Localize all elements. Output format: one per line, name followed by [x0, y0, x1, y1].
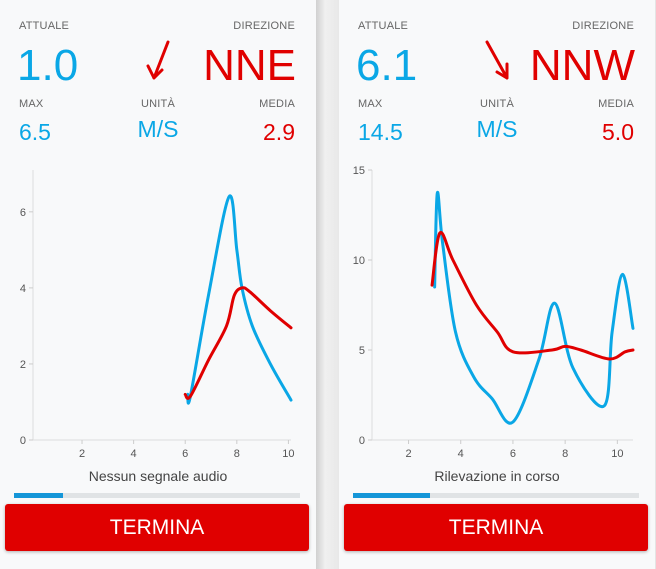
termina-button[interactable]: TERMINA — [5, 504, 309, 551]
direction-value: NNE — [203, 41, 296, 90]
average-label: MEDIA — [598, 98, 634, 110]
progress-bar — [14, 493, 300, 498]
wind-speed-chart: 2 4 6 8 10 0 5 10 15 — [353, 165, 635, 460]
y-tick-label: 0 — [359, 435, 365, 447]
x-tick-label: 2 — [79, 448, 85, 460]
unit-label: UNITÀ — [480, 98, 514, 110]
x-tick-label: 6 — [182, 448, 188, 460]
x-tick-label: 6 — [510, 448, 516, 460]
max-speed: 14.5 — [358, 119, 403, 145]
average-label: MEDIA — [259, 98, 295, 110]
direction-value: NNW — [529, 41, 635, 90]
direction-label: DIREZIONE — [233, 20, 295, 32]
x-tick-label: 8 — [562, 448, 568, 460]
x-tick-label: 10 — [611, 448, 623, 460]
arrow-shape — [485, 40, 509, 80]
average-series-line — [430, 230, 635, 361]
speed-series-line — [186, 194, 293, 405]
average-speed: 5.0 — [602, 119, 634, 145]
progress-bar — [353, 493, 639, 498]
max-label: MAX — [19, 98, 44, 110]
current-speed: 6.1 — [356, 41, 418, 90]
wind-speed-chart: 2 4 6 8 10 0 2 4 6 — [20, 170, 295, 460]
status-text: Rilevazione in corso — [434, 468, 560, 484]
wind-panel-right: ATTUALE DIREZIONE 6.1 NNW MAX UNITÀ MEDI… — [339, 0, 655, 569]
current-label: ATTUALE — [19, 20, 70, 32]
max-label: MAX — [358, 98, 383, 110]
unit-value: M/S — [137, 116, 179, 142]
x-tick-label: 4 — [458, 448, 464, 460]
unit-value: M/S — [476, 116, 518, 142]
termina-button[interactable]: TERMINA — [344, 504, 648, 551]
wind-panel-left: ATTUALE DIREZIONE 1.0 NNE MAX UNITÀ MEDI… — [0, 0, 316, 569]
direction-arrow-icon — [485, 40, 509, 80]
progress-fill — [14, 493, 63, 498]
status-text: Nessun segnale audio — [88, 468, 228, 484]
y-tick-label: 15 — [353, 165, 365, 177]
unit-label: UNITÀ — [141, 98, 175, 110]
current-speed: 1.0 — [17, 41, 79, 90]
y-tick-label: 2 — [20, 359, 26, 371]
direction-label: DIREZIONE — [572, 20, 634, 32]
y-tick-label: 5 — [359, 345, 365, 357]
x-tick-label: 8 — [234, 448, 240, 460]
average-series-line — [183, 286, 293, 400]
panel-divider — [316, 0, 339, 569]
max-speed: 6.5 — [19, 119, 51, 145]
y-tick-label: 10 — [353, 255, 365, 267]
current-label: ATTUALE — [358, 20, 409, 32]
y-tick-label: 4 — [20, 283, 26, 295]
y-tick-label: 6 — [20, 207, 26, 219]
average-speed: 2.9 — [263, 119, 295, 145]
x-tick-label: 10 — [282, 448, 294, 460]
x-tick-label: 2 — [405, 448, 411, 460]
y-tick-label: 0 — [20, 435, 26, 447]
arrow-shape — [146, 40, 170, 80]
x-tick-label: 4 — [131, 448, 137, 460]
speed-series-line — [433, 190, 635, 425]
progress-fill — [353, 493, 431, 498]
direction-arrow-icon — [146, 40, 170, 80]
